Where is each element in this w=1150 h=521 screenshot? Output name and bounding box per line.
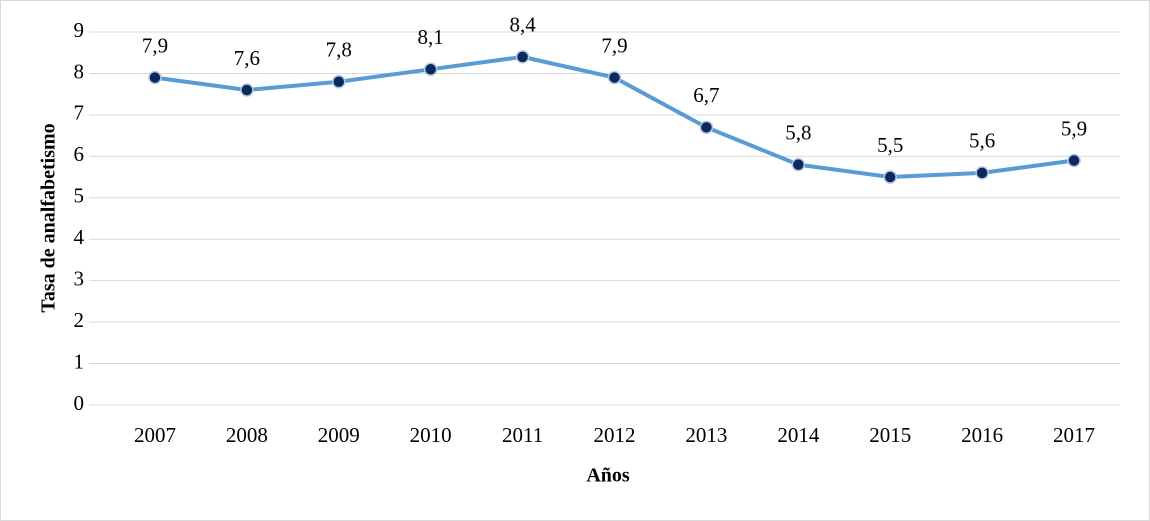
x-tick-label: 2009 bbox=[318, 423, 360, 447]
x-tick-label: 2013 bbox=[685, 423, 727, 447]
marker bbox=[515, 50, 530, 64]
marker bbox=[791, 157, 806, 172]
x-tick-label: 2010 bbox=[410, 423, 452, 447]
data-label: 5,6 bbox=[969, 129, 995, 153]
data-label: 7,9 bbox=[142, 33, 168, 57]
marker bbox=[883, 170, 897, 184]
data-label: 8,4 bbox=[509, 13, 536, 37]
y-tick-label: 2 bbox=[74, 308, 85, 332]
y-axis-title: Tasa de analfabetismo bbox=[38, 123, 60, 312]
y-tick-label: 6 bbox=[74, 142, 85, 166]
y-tick-label: 0 bbox=[74, 391, 85, 415]
y-tick-label: 5 bbox=[74, 184, 85, 208]
x-axis-title: Años bbox=[586, 465, 630, 487]
data-label: 7,9 bbox=[601, 33, 627, 57]
data-label: 6,7 bbox=[693, 83, 719, 107]
marker bbox=[699, 120, 714, 135]
data-label: 5,5 bbox=[877, 133, 903, 157]
y-tick-label: 4 bbox=[74, 225, 85, 249]
marker bbox=[975, 166, 989, 180]
data-label: 5,9 bbox=[1061, 116, 1087, 140]
marker bbox=[148, 70, 162, 85]
data-label: 5,8 bbox=[785, 120, 811, 144]
x-tick-label: 2011 bbox=[502, 423, 543, 447]
y-tick-label: 3 bbox=[74, 266, 85, 290]
y-tick-label: 9 bbox=[74, 18, 85, 42]
y-tick-label: 8 bbox=[74, 59, 85, 83]
marker bbox=[1067, 153, 1081, 168]
data-label: 7,6 bbox=[234, 46, 260, 70]
y-tick-label: 7 bbox=[74, 101, 85, 125]
data-label: 8,1 bbox=[418, 25, 444, 49]
x-tick-label: 2007 bbox=[134, 423, 176, 447]
data-label: 7,8 bbox=[326, 38, 352, 62]
x-tick-label: 2015 bbox=[869, 423, 911, 447]
y-tick-label: 1 bbox=[74, 349, 85, 373]
marker bbox=[607, 70, 622, 85]
marker bbox=[240, 83, 254, 97]
marker bbox=[423, 62, 438, 77]
x-tick-label: 2008 bbox=[226, 423, 268, 447]
x-tick-label: 2016 bbox=[961, 423, 1003, 447]
x-tick-label: 2014 bbox=[777, 423, 820, 447]
marker bbox=[332, 74, 346, 89]
x-tick-label: 2017 bbox=[1053, 423, 1095, 447]
x-tick-label: 2012 bbox=[594, 423, 636, 447]
